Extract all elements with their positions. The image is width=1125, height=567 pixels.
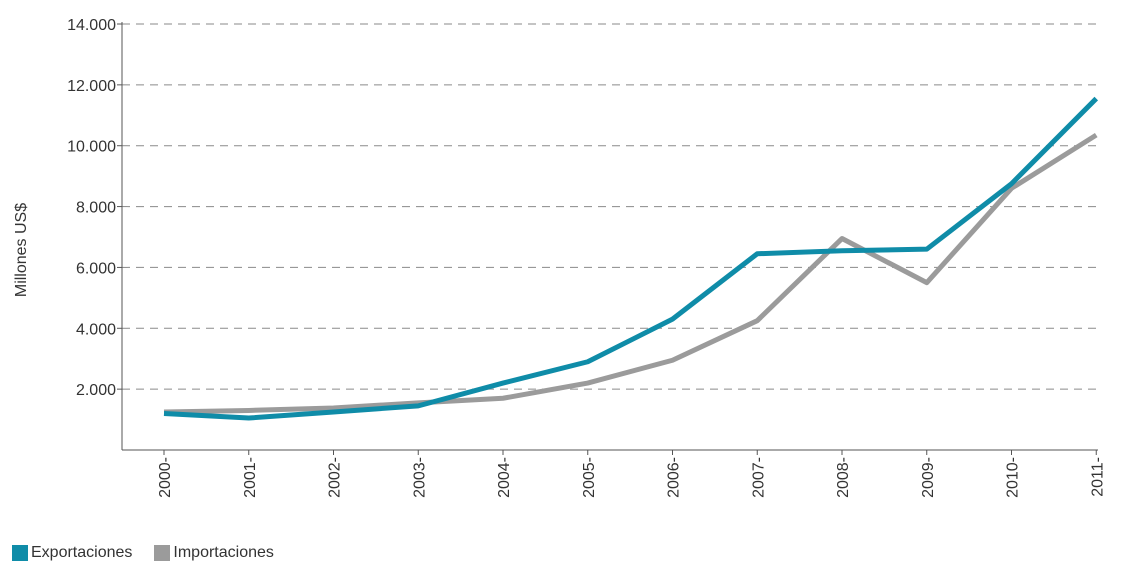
x-tick-labels: 2000- 2001- 2002- 2003- 2004- 2005- 2006- 2007-… [157, 457, 1106, 498]
legend-item-importaciones: Importaciones [154, 544, 274, 562]
x-tick-label: 2011- [1089, 457, 1106, 497]
y-tick-label: 12.000 [67, 78, 116, 95]
x-tick-label: 2005- [581, 457, 598, 498]
x-tick-label: 2003- [411, 457, 428, 498]
axes [117, 22, 1098, 455]
series-line-importaciones [163, 132, 1098, 415]
series-lines [163, 96, 1099, 421]
x-tick-label: 2009- [920, 457, 937, 498]
y-tick-label: 10.000 [67, 139, 116, 156]
x-tick-label: 2001- [242, 457, 259, 498]
y-tick-label: 8.000 [76, 200, 116, 217]
y-tick-labels: 2.000 4.000 6.000 8.000 10.000 12.000 14.000 [67, 17, 116, 399]
legend: Exportaciones Importaciones [12, 544, 296, 562]
y-axis-title: Millones US$ [13, 203, 30, 297]
series-line-exportaciones [163, 96, 1099, 421]
x-tick-label: 2010- [1005, 457, 1022, 498]
y-tick-label: 6.000 [76, 260, 116, 277]
legend-label-exportaciones: Exportaciones [31, 544, 133, 561]
legend-swatch-importaciones [154, 545, 171, 561]
x-tick-label: 2006- [666, 457, 683, 498]
gridlines [122, 23, 1098, 390]
y-tick-label: 4.000 [76, 321, 116, 338]
legend-item-exportaciones: Exportaciones [12, 544, 132, 562]
x-tick-label: 2000- [157, 457, 174, 498]
legend-label-importaciones: Importaciones [173, 544, 274, 561]
y-tick-label: 14.000 [67, 17, 116, 34]
legend-swatch-exportaciones [12, 545, 28, 561]
x-tick-label: 2004- [496, 457, 513, 498]
x-tick-label: 2002- [327, 457, 344, 498]
x-tick-label: 2008- [835, 457, 852, 498]
y-tick-label: 2.000 [76, 382, 116, 399]
x-tick-label: 2007- [750, 457, 767, 498]
